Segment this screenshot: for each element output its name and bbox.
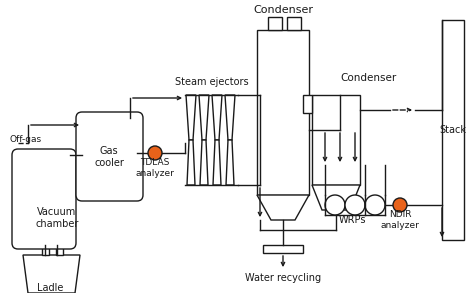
Bar — [303, 95, 312, 113]
Polygon shape — [226, 140, 234, 185]
Text: Water recycling: Water recycling — [245, 273, 321, 283]
Circle shape — [148, 146, 162, 160]
Bar — [257, 30, 309, 195]
Polygon shape — [187, 140, 195, 185]
Bar — [263, 245, 303, 253]
Polygon shape — [23, 255, 80, 293]
Polygon shape — [212, 95, 222, 140]
Circle shape — [325, 195, 345, 215]
Bar — [312, 95, 360, 185]
Bar — [42, 245, 49, 255]
Circle shape — [365, 195, 385, 215]
Circle shape — [393, 198, 407, 212]
Text: TDLAS
analyzer: TDLAS analyzer — [136, 158, 174, 178]
Bar — [287, 17, 301, 30]
Polygon shape — [200, 140, 208, 185]
FancyBboxPatch shape — [76, 112, 143, 201]
Polygon shape — [186, 95, 196, 140]
Circle shape — [345, 195, 365, 215]
Bar — [268, 17, 282, 30]
Text: Ladle: Ladle — [37, 283, 63, 293]
Polygon shape — [257, 195, 309, 220]
Text: NDIR
analyzer: NDIR analyzer — [381, 210, 419, 230]
Polygon shape — [199, 95, 209, 140]
Text: Condenser: Condenser — [340, 73, 396, 83]
Text: Gas
cooler: Gas cooler — [94, 146, 124, 168]
Text: Vacuum
chamber: Vacuum chamber — [35, 207, 79, 229]
FancyBboxPatch shape — [12, 149, 76, 249]
Bar — [442, 20, 464, 240]
Text: WRPs: WRPs — [338, 215, 366, 225]
Text: Condenser: Condenser — [253, 5, 313, 15]
Text: Steam ejectors: Steam ejectors — [175, 77, 249, 87]
Polygon shape — [312, 185, 360, 210]
Text: Off-gas: Off-gas — [10, 135, 42, 144]
Text: Stack: Stack — [439, 125, 466, 135]
Bar — [56, 245, 63, 255]
Polygon shape — [213, 140, 221, 185]
Polygon shape — [225, 95, 235, 140]
